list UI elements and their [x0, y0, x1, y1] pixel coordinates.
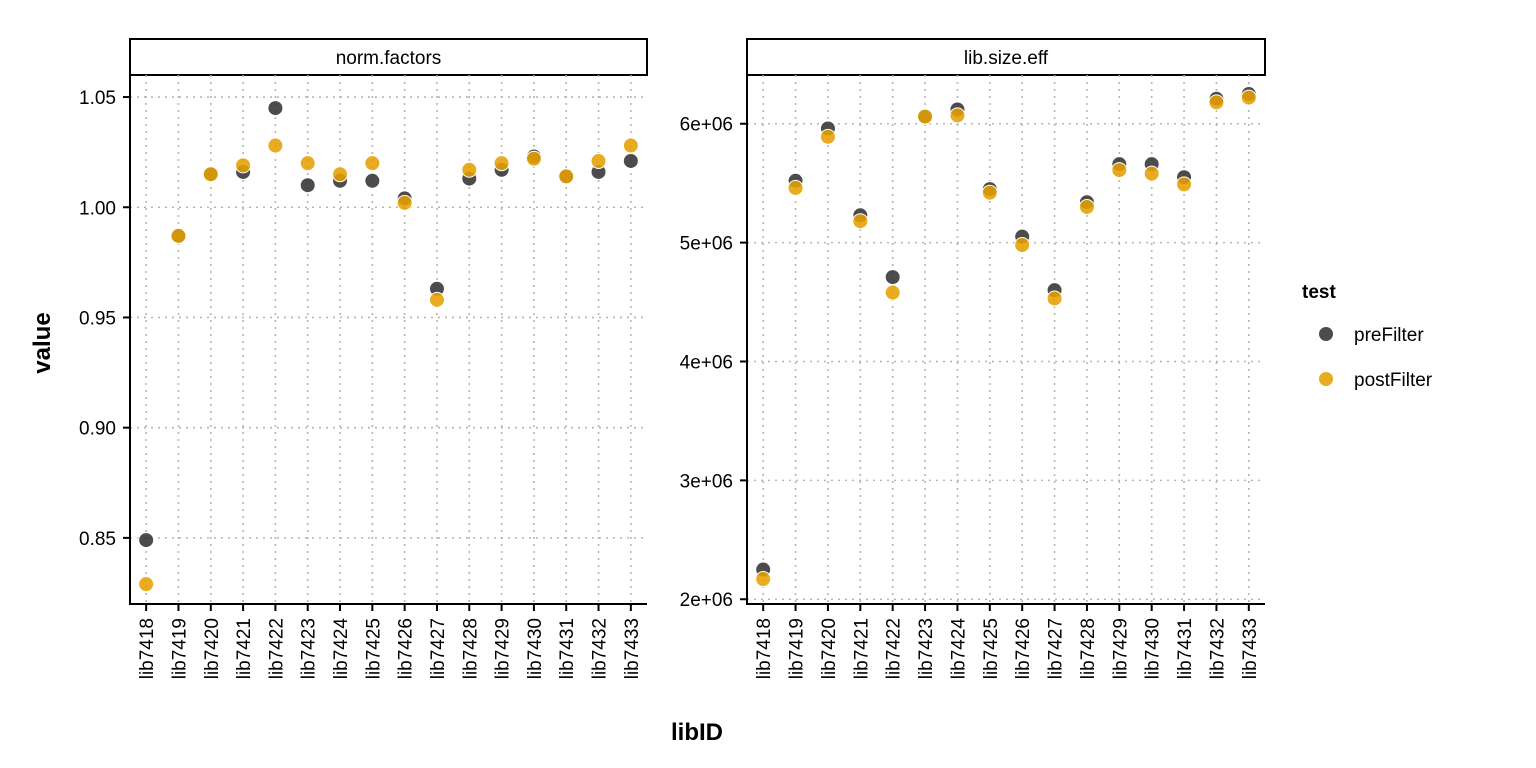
x-tick-label: lib7422: [266, 618, 287, 679]
y-tick-label: 1.00: [79, 198, 116, 219]
data-point-preFilter: [299, 177, 316, 194]
y-tick-label: 0.95: [79, 308, 116, 329]
y-tick-label: 0.90: [79, 419, 116, 440]
x-tick-label: lib7427: [1046, 618, 1067, 679]
data-point-postFilter: [1176, 176, 1193, 193]
facet-strip: [129, 38, 648, 76]
data-point-postFilter: [1014, 236, 1031, 253]
x-tick-label: lib7423: [916, 618, 937, 679]
x-tick-label: lib7428: [460, 618, 481, 679]
data-point-postFilter: [525, 150, 542, 167]
legend: test preFilter postFilter: [1302, 282, 1433, 391]
data-point-postFilter: [235, 157, 252, 174]
data-point-postFilter: [1078, 198, 1095, 215]
data-point-postFilter: [299, 155, 316, 172]
x-axis-title: libID: [671, 719, 723, 746]
y-tick-label: 3e+06: [680, 471, 733, 492]
legend-key-preFilter: [1318, 326, 1334, 342]
x-tick-label: lib7419: [169, 618, 190, 679]
data-point-preFilter: [138, 532, 155, 549]
data-point-postFilter: [1143, 165, 1160, 182]
data-point-postFilter: [558, 168, 575, 185]
x-tick-label: lib7425: [363, 618, 384, 679]
data-point-postFilter: [852, 213, 869, 230]
data-point-preFilter: [622, 152, 639, 169]
x-tick-label: lib7433: [1240, 618, 1261, 679]
data-point-postFilter: [949, 107, 966, 124]
x-tick-label: lib7426: [396, 618, 417, 679]
x-tick-label: lib7428: [1078, 618, 1099, 679]
data-point-postFilter: [981, 184, 998, 201]
data-point-postFilter: [590, 152, 607, 169]
x-tick-label: lib7427: [428, 618, 449, 679]
x-tick-label: lib7423: [299, 618, 320, 679]
x-tick-label: lib7432: [1207, 618, 1228, 679]
data-point-postFilter: [332, 166, 349, 183]
y-tick-label: 6e+06: [680, 115, 733, 136]
data-point-postFilter: [170, 227, 187, 244]
facet-panel-1: norm.factors 0.85 0.90 0.95 1.00 1.05 lib7418 l…: [79, 38, 648, 680]
data-point-postFilter: [461, 161, 478, 178]
x-tick-label: lib7430: [1143, 618, 1164, 679]
legend-items: preFilter postFilter: [1318, 325, 1433, 391]
data-point-postFilter: [493, 155, 510, 172]
data-point-postFilter: [1240, 89, 1257, 106]
x-tick-label: lib7420: [819, 618, 840, 679]
x-tick-label: lib7431: [1175, 618, 1196, 679]
x-tick-label: lib7433: [622, 618, 643, 679]
y-axis-title: value: [29, 312, 56, 373]
data-point-postFilter: [1046, 290, 1063, 307]
legend-key-postFilter: [1318, 371, 1334, 387]
x-tick-label: lib7424: [331, 618, 352, 680]
facet-strip-label: lib.size.eff: [964, 48, 1049, 69]
data-point-postFilter: [1208, 94, 1225, 111]
legend-title: test: [1302, 282, 1336, 303]
x-tick-label: lib7418: [137, 618, 158, 679]
x-tick-label: lib7421: [851, 618, 872, 679]
facet-panel-2: lib.size.eff 2e+06 3e+06 4e+06 5e+06 6e+06 lib…: [680, 38, 1266, 680]
data-point-postFilter: [202, 166, 219, 183]
facet-strip: [746, 38, 1266, 76]
data-point-preFilter: [884, 269, 901, 286]
x-tick-label: lib7429: [1110, 618, 1131, 679]
x-tick-label: lib7426: [1013, 618, 1034, 679]
data-point-postFilter: [138, 576, 155, 593]
data-point-postFilter: [622, 137, 639, 154]
x-tick-label: lib7430: [525, 618, 546, 679]
legend-label-postFilter: postFilter: [1354, 370, 1433, 391]
data-point-postFilter: [755, 571, 772, 588]
data-point-preFilter: [267, 100, 284, 117]
data-point-postFilter: [884, 284, 901, 301]
x-tick-label: lib7429: [493, 618, 514, 679]
y-tick-label: 0.85: [79, 529, 116, 550]
data-point-postFilter: [364, 155, 381, 172]
y-tick-label: 1.05: [79, 88, 116, 109]
y-tick-label: 5e+06: [680, 234, 733, 255]
y-tick-label: 2e+06: [680, 590, 733, 611]
data-point-postFilter: [396, 194, 413, 211]
x-tick-label: lib7421: [234, 618, 255, 679]
data-point-postFilter: [428, 291, 445, 308]
x-tick-label: lib7420: [202, 618, 223, 679]
data-point-preFilter: [364, 172, 381, 189]
x-tick-label: lib7424: [948, 618, 969, 680]
data-point-postFilter: [267, 137, 284, 154]
y-tick-label: 4e+06: [680, 352, 733, 373]
x-tick-label: lib7422: [884, 618, 905, 679]
x-tick-label: lib7431: [557, 618, 578, 679]
x-tick-label: lib7419: [787, 618, 808, 679]
x-tick-label: lib7425: [981, 618, 1002, 679]
data-point-postFilter: [819, 128, 836, 145]
data-point-postFilter: [1111, 162, 1128, 179]
legend-label-preFilter: preFilter: [1354, 325, 1424, 346]
data-point-postFilter: [917, 108, 934, 125]
x-tick-label: lib7432: [590, 618, 611, 679]
data-point-postFilter: [787, 179, 804, 196]
facet-strip-label: norm.factors: [336, 48, 442, 69]
x-tick-label: lib7418: [754, 618, 775, 679]
